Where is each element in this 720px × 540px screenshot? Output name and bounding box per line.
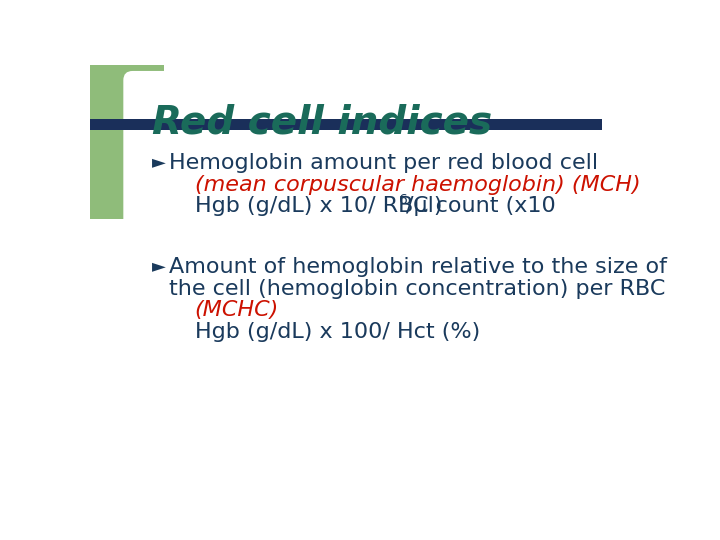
- Text: ►: ►: [152, 153, 166, 171]
- Text: ►: ►: [152, 257, 166, 275]
- Text: Hgb (g/dL) x 10/ RBC count (x10: Hgb (g/dL) x 10/ RBC count (x10: [194, 197, 555, 217]
- Text: Amount of hemoglobin relative to the size of: Amount of hemoglobin relative to the siz…: [169, 257, 667, 278]
- Text: Red cell indices: Red cell indices: [152, 103, 492, 141]
- FancyBboxPatch shape: [123, 71, 649, 467]
- Text: /μl): /μl): [406, 197, 442, 217]
- Text: (MCHC): (MCHC): [194, 300, 279, 320]
- Text: 6: 6: [399, 193, 408, 207]
- Text: Hgb (g/dL) x 100/ Hct (%): Hgb (g/dL) x 100/ Hct (%): [194, 322, 480, 342]
- Text: the cell (hemoglobin concentration) per RBC: the cell (hemoglobin concentration) per …: [169, 279, 665, 299]
- Bar: [90, 65, 163, 219]
- Bar: [90, 119, 601, 130]
- Text: Hemoglobin amount per red blood cell: Hemoglobin amount per red blood cell: [169, 153, 598, 173]
- Text: (mean corpuscular haemoglobin) (MCH): (mean corpuscular haemoglobin) (MCH): [194, 175, 640, 195]
